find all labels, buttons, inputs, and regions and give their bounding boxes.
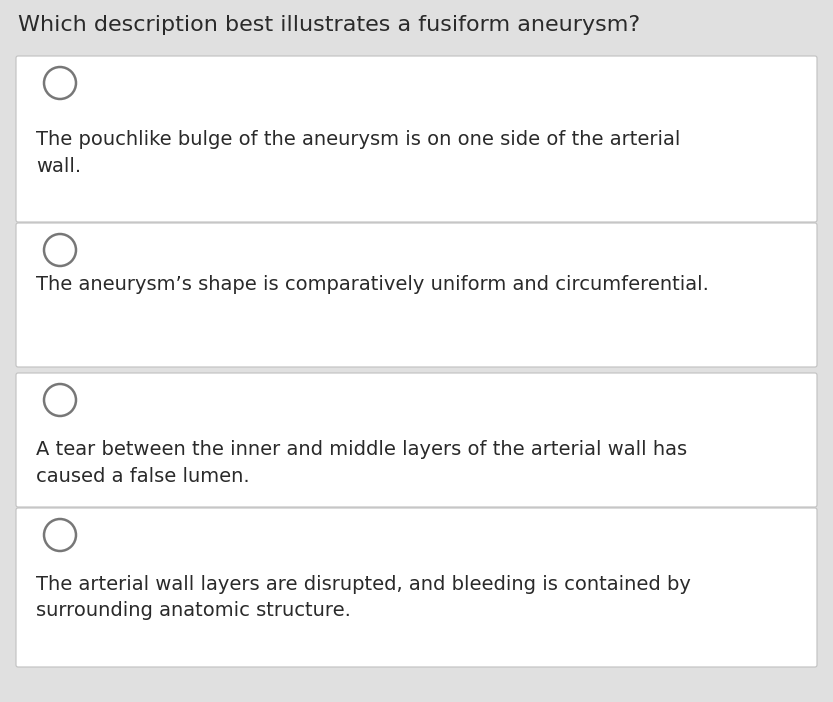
FancyBboxPatch shape xyxy=(16,508,817,667)
Text: The pouchlike bulge of the aneurysm is on one side of the arterial
wall.: The pouchlike bulge of the aneurysm is o… xyxy=(36,130,681,176)
FancyBboxPatch shape xyxy=(16,56,817,222)
Text: The aneurysm’s shape is comparatively uniform and circumferential.: The aneurysm’s shape is comparatively un… xyxy=(36,275,709,294)
FancyBboxPatch shape xyxy=(16,373,817,507)
FancyBboxPatch shape xyxy=(16,223,817,367)
Text: The arterial wall layers are disrupted, and bleeding is contained by
surrounding: The arterial wall layers are disrupted, … xyxy=(36,575,691,621)
Text: Which description best illustrates a fusiform aneurysm?: Which description best illustrates a fus… xyxy=(18,15,640,35)
Text: A tear between the inner and middle layers of the arterial wall has
caused a fal: A tear between the inner and middle laye… xyxy=(36,440,687,486)
